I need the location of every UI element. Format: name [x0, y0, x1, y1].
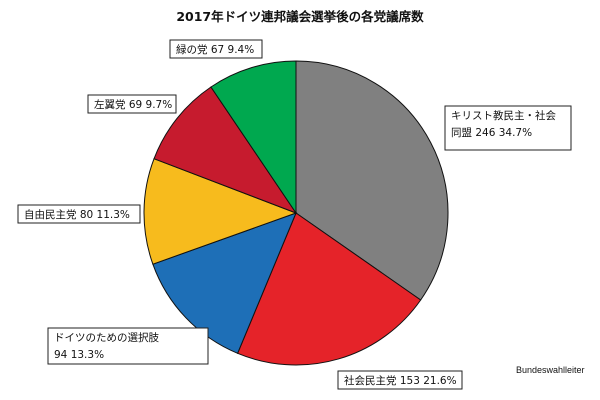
- pie-slice: [236, 212, 422, 366]
- pie-slice: [210, 60, 297, 215]
- pie-slices: [143, 60, 449, 366]
- slice-label-text: 自由民主党 80 11.3%: [24, 208, 130, 221]
- pie-slice: [153, 86, 298, 215]
- pie-slice: [295, 60, 449, 301]
- slice-label-box: [17, 204, 141, 224]
- slice-label-text: 同盟 246 34.7%: [451, 127, 532, 139]
- slice-label-text: 社会民主党 153 21.6%: [344, 374, 457, 387]
- slice-label: 緑の党 67 9.4%: [169, 39, 263, 59]
- pie-slice: [152, 212, 297, 354]
- slice-label-box: [169, 39, 263, 59]
- slice-label: 左翼党 69 9.7%: [87, 94, 177, 114]
- slice-label-box: [444, 105, 572, 151]
- slice-label-text: キリスト教民主・社会: [451, 109, 556, 122]
- slice-label: 自由民主党 80 11.3%: [17, 204, 141, 224]
- slice-label-text: 左翼党 69 9.7%: [94, 98, 172, 111]
- pie-slice: [143, 158, 298, 265]
- slice-label-text: 94 13.3%: [54, 349, 104, 361]
- slice-label: 社会民主党 153 21.6%: [337, 370, 463, 390]
- slice-label: ドイツのための選択肢 94 13.3%: [47, 327, 209, 365]
- slice-label-box: [337, 370, 463, 390]
- slice-label-text: 緑の党 67 9.4%: [176, 43, 254, 56]
- slice-label-box: [87, 94, 177, 114]
- chart-title: 2017年ドイツ連邦議会選挙後の各党議席数: [176, 9, 424, 24]
- slice-label-text: ドイツのための選択肢: [54, 331, 159, 344]
- slice-label-box: [47, 327, 209, 365]
- source-note: Bundeswahlleiter: [516, 365, 585, 375]
